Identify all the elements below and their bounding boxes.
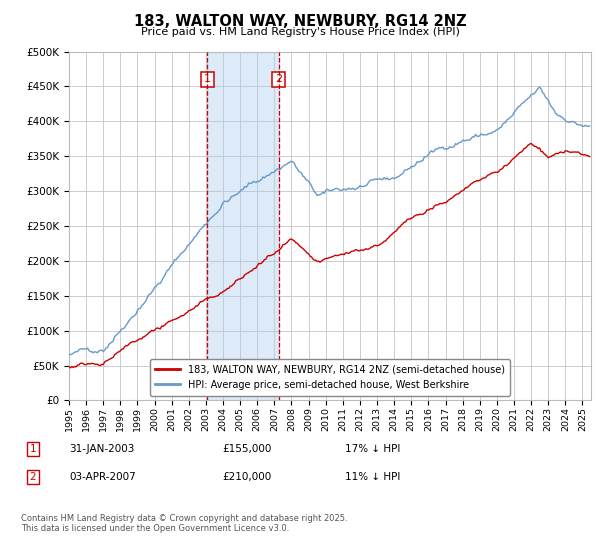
Text: 2: 2	[275, 74, 282, 85]
Text: 2: 2	[29, 472, 37, 482]
Text: £155,000: £155,000	[222, 444, 271, 454]
Text: £210,000: £210,000	[222, 472, 271, 482]
Text: Contains HM Land Registry data © Crown copyright and database right 2025.
This d: Contains HM Land Registry data © Crown c…	[21, 514, 347, 533]
Text: 1: 1	[204, 74, 211, 85]
Text: 17% ↓ HPI: 17% ↓ HPI	[345, 444, 400, 454]
Text: 1: 1	[29, 444, 37, 454]
Text: Price paid vs. HM Land Registry's House Price Index (HPI): Price paid vs. HM Land Registry's House …	[140, 27, 460, 37]
Text: 183, WALTON WAY, NEWBURY, RG14 2NZ: 183, WALTON WAY, NEWBURY, RG14 2NZ	[134, 14, 466, 29]
Text: 11% ↓ HPI: 11% ↓ HPI	[345, 472, 400, 482]
Bar	[207, 52, 278, 400]
Text: 31-JAN-2003: 31-JAN-2003	[69, 444, 134, 454]
Legend: 183, WALTON WAY, NEWBURY, RG14 2NZ (semi-detached house), HPI: Average price, se: 183, WALTON WAY, NEWBURY, RG14 2NZ (semi…	[149, 359, 511, 395]
Text: 03-APR-2007: 03-APR-2007	[69, 472, 136, 482]
